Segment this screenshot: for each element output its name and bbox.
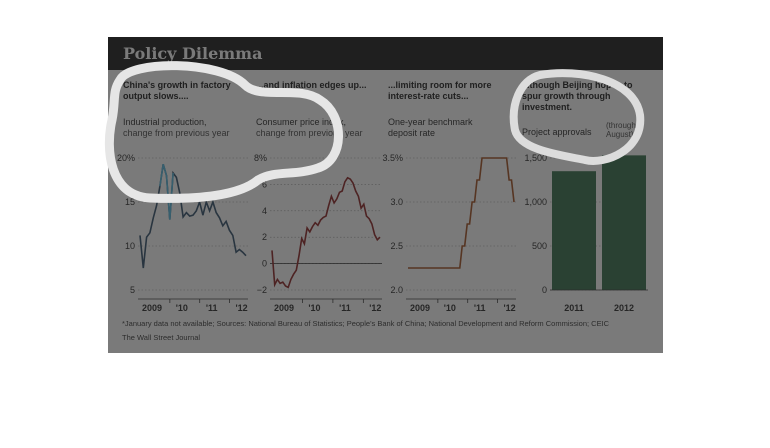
chart-2-y-tick: 0 [262,259,267,269]
chart-4-bar [602,155,646,290]
panel-2-subtitle-line2: change from previous year [256,128,363,138]
chart-3-y-tick: 3.5% [382,153,403,163]
panel-3-subtitle: One-year benchmark deposit rate [388,117,516,139]
chart-4-x-tick: 2011 [564,303,584,313]
chart-4-bar [552,171,596,290]
chart-2-series-line [271,176,381,289]
panel-4-subtitle: Project approvals (through August) [522,121,652,139]
chart-3-x-tick: '10 [444,303,456,313]
chart-2-x-tick: '10 [308,303,320,313]
panel-3-subtitle-line2: deposit rate [388,128,436,138]
chart-3-y-tick: 2.5 [390,241,403,251]
chart-1-y-tick: 15 [125,197,135,207]
chart-4-y-tick: 500 [532,241,547,251]
chart-1-y-tick: 5 [130,285,135,295]
chart-2-x-tick: '12 [369,303,381,313]
chart-2-y-tick: 6 [262,179,267,189]
chart-3-y-tick: 2.0 [390,285,403,295]
panel-3-heading: ...limiting room for more interest-rate … [388,80,492,101]
chart-2-y-tick: 4 [262,206,267,216]
chart-1-y-tick: 20% [117,153,135,163]
source-credit: The Wall Street Journal [122,333,201,342]
chart-2-y-tick: 8% [254,153,267,163]
footnote: *January data not available; Sources: Na… [122,319,610,328]
chart-1-highlight-segment [159,163,174,220]
chart-1-x-tick: '12 [235,303,247,313]
chart-4-y-tick: 0 [542,285,547,295]
chart-4-y-tick: 1,000 [524,197,547,207]
panel-1-subtitle-line1: Industrial production, [123,117,207,127]
chart-1-x-tick: 2009 [142,303,162,313]
chart-3-x-tick: 2009 [410,303,430,313]
panel-4-subtitle-label: Project approvals [522,127,592,137]
policy-dilemma-graphic: Policy Dilemma 5 10 15 20% 2009'10'11'12 −2 0 2… [108,37,663,353]
panel-1-subtitle: Industrial production, change from previ… [123,117,251,139]
chart-3-y-tick: 3.0 [390,197,403,207]
panel-1-heading: China's growth in factory output slows..… [123,80,231,101]
chart-2-y-tick: 2 [262,232,267,242]
chart-3-x-tick: '11 [474,303,486,313]
chart-1-y-tick: 10 [125,241,135,251]
panel-4-subtitle-note: (through August) [606,121,636,139]
chart-2-x-tick: 2009 [274,303,294,313]
chart-4-x-tick: 2012 [614,303,634,313]
chart-4-y-tick: 1,500 [524,153,547,163]
chart-2-y-tick: −2 [257,285,267,295]
panel-3-subtitle-line1: One-year benchmark [388,117,473,127]
panel-4-heading: ...though Beijing hopes to spur growth t… [522,80,633,112]
chart-1-x-tick: '10 [176,303,188,313]
panel-2-subtitle: Consumer price index, change from previo… [256,117,384,139]
panel-2-subtitle-line1: Consumer price index, [256,117,347,127]
chart-2-x-tick: '11 [339,303,351,313]
panel-2-heading: ...and inflation edges up... [256,80,367,90]
panel-1-subtitle-line2: change from previous year [123,128,230,138]
chart-1-x-tick: '11 [206,303,218,313]
chart-3-x-tick: '12 [503,303,515,313]
chart-3-series-line [408,157,515,269]
chart-1-series-line [139,163,247,269]
